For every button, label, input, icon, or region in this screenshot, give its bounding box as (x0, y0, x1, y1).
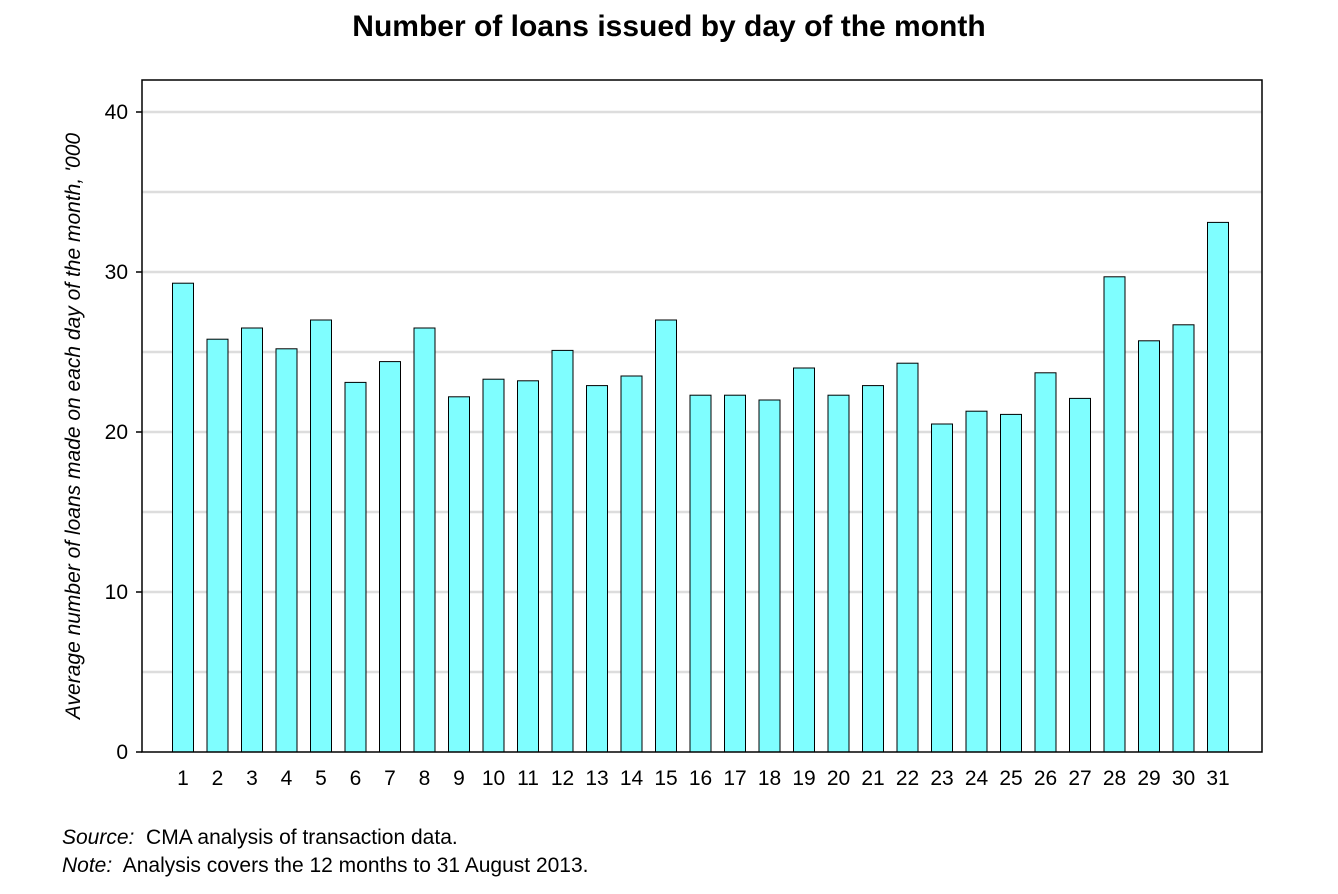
x-tick-label: 31 (1206, 767, 1229, 790)
bar-day-9 (448, 396, 470, 753)
x-tick-label: 15 (654, 767, 677, 790)
x-tick-label: 10 (482, 767, 505, 790)
x-tick-label: 9 (453, 767, 465, 790)
x-tick-label: 2 (212, 767, 224, 790)
note-text: Analysis covers the 12 months to 31 Augu… (122, 854, 589, 877)
bar-day-17 (724, 394, 746, 753)
bar-day-31 (1207, 221, 1229, 753)
bar-day-18 (758, 399, 781, 753)
bar-day-6 (344, 381, 367, 753)
bar-day-23 (931, 423, 953, 753)
x-tick-label: 28 (1103, 767, 1126, 790)
bar-day-1 (172, 282, 194, 753)
bar-day-12 (551, 349, 574, 753)
y-tick-label: 0 (116, 741, 128, 764)
bar-day-25 (1000, 413, 1022, 753)
x-tick-label: 16 (689, 767, 712, 790)
bar-day-11 (517, 380, 539, 753)
x-tick-label: 4 (281, 767, 293, 790)
y-axis-label: Average number of loans made on each day… (62, 133, 85, 721)
bar-day-14 (620, 375, 643, 753)
chart-notes: Source: CMA analysis of transaction data… (62, 824, 589, 880)
bar-day-26 (1034, 372, 1057, 753)
x-tick-label: 3 (246, 767, 258, 790)
x-tick-label: 20 (827, 767, 850, 790)
bar-day-19 (793, 367, 815, 753)
y-tick-label: 40 (105, 101, 128, 124)
bar-day-28 (1103, 276, 1126, 753)
note-label: Note: (62, 854, 113, 877)
x-tick-label: 13 (585, 767, 608, 790)
x-tick-label: 25 (999, 767, 1022, 790)
x-tick-label: 19 (792, 767, 815, 790)
bar-day-15 (655, 319, 677, 753)
bar-day-27 (1069, 397, 1091, 753)
source-label: Source: (62, 826, 135, 849)
x-tick-label: 24 (965, 767, 989, 790)
x-tick-label: 11 (517, 767, 539, 790)
bar-day-10 (482, 378, 505, 753)
y-axis-ticks: 0 10 20 30 40 (105, 101, 142, 764)
bar-day-13 (586, 385, 608, 753)
x-tick-label: 22 (896, 767, 919, 790)
x-tick-label: 23 (930, 767, 953, 790)
bar-day-29 (1138, 340, 1160, 753)
bar-day-22 (896, 362, 919, 753)
x-tick-label: 5 (315, 767, 327, 790)
bar-day-24 (965, 410, 988, 753)
source-text: CMA analysis of transaction data. (146, 826, 458, 849)
y-tick-label: 30 (105, 261, 128, 284)
x-tick-label: 12 (551, 767, 574, 790)
x-tick-label: 17 (723, 767, 746, 790)
bar-day-16 (689, 394, 712, 753)
bars (172, 221, 1229, 753)
x-tick-label: 18 (758, 767, 781, 790)
plot-frame (141, 79, 1263, 753)
x-tick-label: 26 (1034, 767, 1057, 790)
bar-day-5 (310, 319, 332, 753)
bar-day-30 (1172, 324, 1195, 753)
x-tick-label: 14 (620, 767, 644, 790)
y-tick-label: 20 (105, 421, 128, 444)
bar-day-2 (206, 338, 229, 753)
bar-day-3 (241, 327, 263, 753)
bar-day-21 (862, 385, 884, 753)
y-tick-label: 10 (105, 581, 128, 604)
x-axis-ticks: 1 2 3 4 5 6 7 8 9 10 11 12 13 14 15 16 17 18 19 20 21 22 23 24 2… (177, 767, 1230, 790)
x-tick-label: 27 (1068, 767, 1091, 790)
x-tick-label: 30 (1172, 767, 1195, 790)
bar-day-7 (379, 361, 401, 753)
x-tick-label: 21 (861, 767, 884, 790)
chart-title: Number of loans issued by day of the mon… (352, 10, 986, 43)
source-line: Source: CMA analysis of transaction data… (62, 824, 589, 852)
bar-day-4 (275, 348, 298, 753)
x-tick-label: 6 (350, 767, 362, 790)
x-tick-label: 1 (177, 767, 189, 790)
note-line: Note: Analysis covers the 12 months to 3… (62, 852, 589, 880)
x-tick-label: 7 (384, 767, 396, 790)
x-tick-label: 29 (1137, 767, 1160, 790)
bar-day-8 (413, 327, 436, 753)
bar-day-20 (827, 394, 850, 753)
x-tick-label: 8 (419, 767, 431, 790)
